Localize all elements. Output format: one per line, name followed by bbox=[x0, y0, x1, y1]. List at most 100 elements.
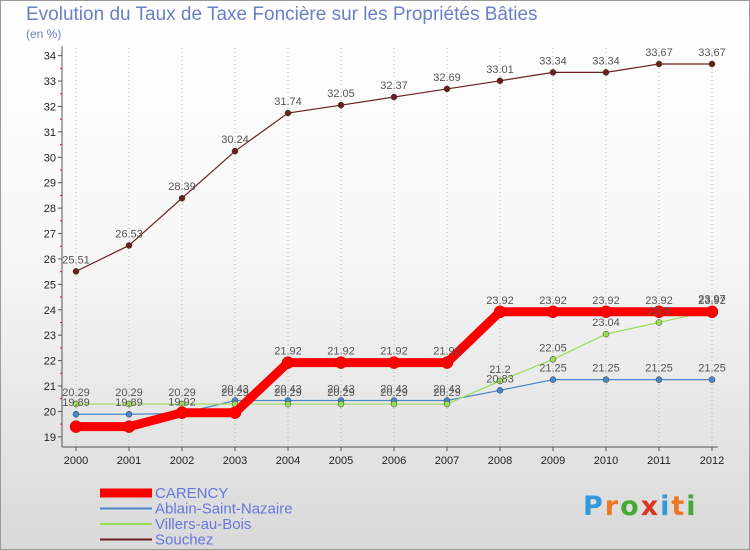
data-point bbox=[72, 268, 80, 275]
legend: CARENCYAblain-Saint-NazaireVillers-au-Bo… bbox=[100, 485, 293, 549]
data-label: 23.5 bbox=[648, 305, 669, 317]
data-point bbox=[549, 69, 557, 76]
data-point bbox=[337, 101, 345, 109]
data-label: 20.29 bbox=[62, 387, 90, 399]
data-label: 21.25 bbox=[592, 363, 620, 375]
data-label: 21.92 bbox=[327, 346, 355, 358]
x-tick-label: 2003 bbox=[223, 455, 247, 467]
logo-letter: o bbox=[620, 491, 641, 522]
series-layer bbox=[69, 60, 719, 433]
y-tick-label: 21 bbox=[44, 381, 56, 393]
legend-label: Souchez bbox=[155, 532, 213, 549]
x-tick-label: 2009 bbox=[541, 455, 565, 467]
legend-label: CARENCY bbox=[155, 485, 228, 502]
data-point bbox=[337, 400, 345, 408]
x-tick-label: 2001 bbox=[117, 455, 141, 467]
x-tick-label: 2011 bbox=[647, 455, 671, 467]
y-tick-label: 25 bbox=[44, 279, 56, 291]
x-tick-label: 2002 bbox=[170, 455, 194, 467]
y-tick-label: 28 bbox=[44, 203, 56, 215]
data-point bbox=[284, 109, 292, 117]
data-label: 33.67 bbox=[645, 47, 673, 59]
chart-title: Evolution du Taux de Taxe Foncière sur l… bbox=[26, 4, 538, 25]
data-label: 21.92 bbox=[274, 346, 302, 358]
x-tick-label: 2004 bbox=[276, 455, 300, 467]
data-label: 31.74 bbox=[274, 96, 302, 108]
data-label: 23.04 bbox=[592, 317, 620, 329]
data-label: 20.43 bbox=[380, 383, 408, 395]
data-point bbox=[493, 305, 507, 319]
data-point bbox=[125, 410, 133, 418]
data-point bbox=[281, 356, 295, 369]
data-point bbox=[284, 400, 292, 408]
data-point bbox=[334, 356, 348, 369]
data-point bbox=[443, 85, 451, 93]
data-label: 23.92 bbox=[486, 295, 514, 307]
data-point bbox=[178, 194, 186, 202]
data-label: 21.92 bbox=[433, 346, 461, 358]
y-tick-label: 24 bbox=[44, 305, 56, 317]
data-point bbox=[228, 406, 242, 419]
data-label: 21.2 bbox=[489, 364, 510, 376]
data-label: 21.25 bbox=[645, 363, 673, 375]
y-tick-label: 19 bbox=[44, 432, 56, 444]
data-label: 23.97 bbox=[698, 294, 726, 306]
data-point bbox=[231, 147, 239, 155]
data-label: 20.29 bbox=[115, 387, 143, 399]
data-point bbox=[655, 376, 663, 383]
axes-layer: 19 20 21 22 23 24 25 26 27 28 29 30 31 32 33 34 2000 2001… bbox=[44, 46, 724, 467]
data-point bbox=[125, 242, 133, 249]
data-point bbox=[708, 376, 716, 383]
y-tick-label: 31 bbox=[44, 127, 56, 139]
data-label: 20.29 bbox=[380, 387, 408, 399]
y-tick-label: 34 bbox=[44, 51, 56, 63]
data-point bbox=[496, 77, 504, 85]
x-tick-label: 2008 bbox=[488, 455, 512, 467]
y-tick-label: 26 bbox=[44, 254, 56, 266]
data-label: 20.29 bbox=[168, 387, 196, 399]
data-label: 33.67 bbox=[698, 47, 726, 59]
labels-layer: 25.51 26.53 28.39 30.24 31.74 32.05 32.37 32.69… bbox=[62, 47, 726, 409]
data-label: 20.43 bbox=[433, 383, 461, 395]
data-label: 20.29 bbox=[274, 387, 302, 399]
data-label: 33.34 bbox=[592, 55, 620, 67]
data-point bbox=[602, 376, 610, 383]
data-point bbox=[549, 376, 557, 383]
data-point bbox=[602, 69, 610, 76]
y-tick-label: 29 bbox=[44, 178, 56, 190]
data-point bbox=[599, 305, 613, 319]
data-point bbox=[387, 356, 401, 369]
data-point bbox=[440, 356, 454, 369]
y-tick-label: 27 bbox=[44, 229, 56, 241]
data-label: 19.92 bbox=[168, 396, 196, 408]
data-label: 23.92 bbox=[592, 295, 620, 307]
x-tick-label: 2010 bbox=[594, 455, 618, 467]
data-point bbox=[602, 330, 610, 338]
data-point bbox=[390, 93, 398, 101]
data-label: 19.89 bbox=[62, 397, 90, 409]
data-label: 23.92 bbox=[539, 295, 567, 307]
y-tick-label: 30 bbox=[44, 152, 56, 164]
logo-letter: r bbox=[604, 491, 621, 522]
data-label: 30.24 bbox=[221, 134, 249, 146]
y-tick-label: 32 bbox=[44, 101, 56, 113]
data-point bbox=[122, 420, 136, 433]
data-label: 25.51 bbox=[62, 254, 90, 266]
data-label: 20.29 bbox=[221, 387, 249, 399]
data-label: 23.92 bbox=[698, 295, 726, 307]
data-label: 23.92 bbox=[645, 295, 673, 307]
x-tick-label: 2000 bbox=[64, 455, 88, 467]
data-label: 20.83 bbox=[486, 373, 514, 385]
data-point bbox=[496, 377, 504, 385]
logo-letter: P bbox=[583, 491, 605, 522]
logo-letter: i bbox=[660, 491, 672, 522]
data-label: 21.25 bbox=[698, 363, 726, 375]
proxiti-logo: Proxiti bbox=[583, 491, 698, 522]
data-point bbox=[652, 305, 666, 319]
x-tick-label: 2005 bbox=[329, 455, 353, 467]
data-point bbox=[708, 60, 716, 68]
data-point bbox=[72, 400, 80, 408]
logo-letter: i bbox=[686, 491, 698, 522]
